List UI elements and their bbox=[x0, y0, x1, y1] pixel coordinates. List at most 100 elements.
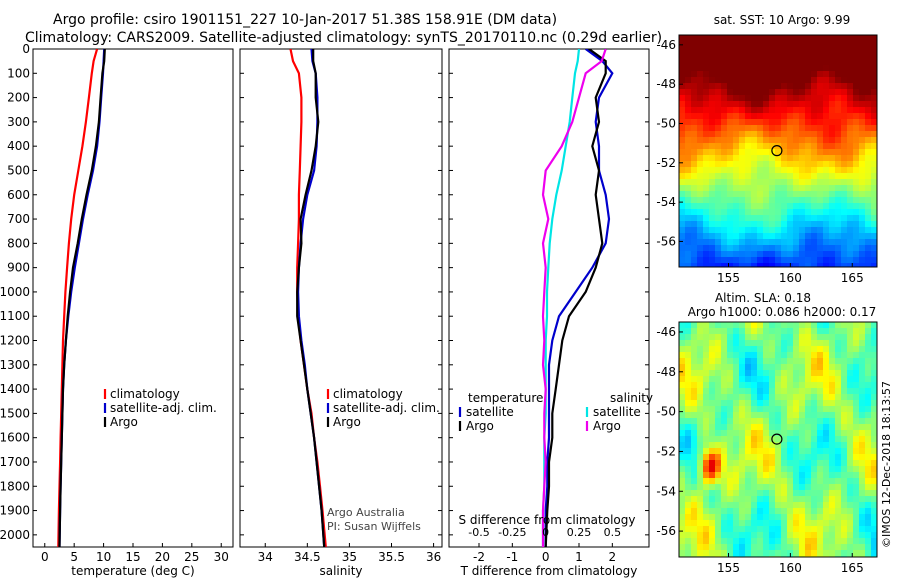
map-cell bbox=[751, 53, 758, 60]
map-cell bbox=[763, 65, 770, 72]
map-cell bbox=[751, 352, 758, 359]
map-cell bbox=[793, 550, 800, 557]
map-cell bbox=[817, 508, 824, 515]
map-cell bbox=[715, 95, 722, 102]
map-cell bbox=[811, 460, 818, 467]
map-cell bbox=[775, 185, 782, 192]
map-cell bbox=[757, 454, 764, 461]
map-cell bbox=[847, 418, 854, 425]
y-tick-label: 800 bbox=[7, 236, 30, 250]
map-cell bbox=[793, 454, 800, 461]
map-cell bbox=[859, 508, 866, 515]
map-cell bbox=[829, 101, 836, 108]
map-cell bbox=[739, 209, 746, 216]
map-cell bbox=[679, 406, 686, 413]
map-cell bbox=[799, 460, 806, 467]
map-cell bbox=[829, 251, 836, 258]
map-cell bbox=[739, 322, 746, 329]
map-cell bbox=[721, 352, 728, 359]
y-tick-label: 1500 bbox=[0, 406, 30, 420]
map-cell bbox=[805, 47, 812, 54]
map-cell bbox=[835, 95, 842, 102]
map-cell bbox=[715, 460, 722, 467]
map-cell bbox=[841, 95, 848, 102]
map-cell bbox=[739, 119, 746, 126]
map-cell bbox=[685, 436, 692, 443]
map-cell bbox=[739, 436, 746, 443]
map-cell bbox=[715, 173, 722, 180]
map-cell bbox=[703, 233, 710, 240]
map-cell bbox=[847, 484, 854, 491]
map-cell bbox=[703, 257, 710, 264]
map-cell bbox=[697, 101, 704, 108]
map-cell bbox=[817, 53, 824, 60]
map-cell bbox=[721, 364, 728, 371]
map-cell bbox=[739, 239, 746, 246]
map-cell bbox=[805, 478, 812, 485]
map-cell bbox=[859, 35, 866, 42]
map-cell bbox=[679, 53, 686, 60]
map-cell bbox=[853, 454, 860, 461]
map-cell bbox=[787, 388, 794, 395]
map-cell bbox=[811, 53, 818, 60]
map-cell bbox=[787, 424, 794, 431]
map-cell bbox=[871, 418, 877, 425]
map-cell bbox=[829, 514, 836, 521]
map-cell bbox=[727, 526, 734, 533]
map-cell bbox=[805, 544, 812, 551]
map-cell bbox=[703, 442, 710, 449]
map-cell bbox=[703, 430, 710, 437]
map-cell bbox=[805, 197, 812, 204]
map-cell bbox=[733, 454, 740, 461]
map-cell bbox=[757, 53, 764, 60]
map-cell bbox=[709, 334, 716, 341]
map-cell bbox=[703, 155, 710, 162]
map-cell bbox=[733, 53, 740, 60]
map-cell bbox=[859, 83, 866, 90]
map-cell bbox=[871, 71, 877, 78]
map-cell bbox=[829, 382, 836, 389]
map-cell bbox=[721, 454, 728, 461]
map-cell bbox=[763, 101, 770, 108]
x-tick-label: 34 bbox=[258, 550, 273, 564]
map-cell bbox=[739, 442, 746, 449]
map-cell bbox=[763, 53, 770, 60]
map-cell bbox=[757, 47, 764, 54]
map-cell bbox=[763, 322, 770, 329]
map-cell bbox=[799, 544, 806, 551]
map-cell bbox=[847, 227, 854, 234]
map-cell bbox=[709, 155, 716, 162]
map-cell bbox=[823, 544, 830, 551]
map-cell bbox=[697, 388, 704, 395]
map-cell bbox=[769, 418, 776, 425]
map-cell bbox=[865, 376, 872, 383]
map-cell bbox=[739, 538, 746, 545]
map-cell bbox=[709, 490, 716, 497]
map-cell bbox=[847, 257, 854, 264]
map-cell bbox=[715, 448, 722, 455]
map-cell bbox=[757, 203, 764, 210]
map-cell bbox=[847, 478, 854, 485]
map-cell bbox=[745, 502, 752, 509]
map-cell bbox=[733, 233, 740, 240]
map-cell bbox=[691, 460, 698, 467]
map-cell bbox=[865, 173, 872, 180]
map-cell bbox=[715, 358, 722, 365]
map-cell bbox=[697, 520, 704, 527]
map-cell bbox=[775, 173, 782, 180]
map-cell bbox=[703, 400, 710, 407]
series-group bbox=[541, 49, 614, 547]
map-cell bbox=[829, 418, 836, 425]
map-cell bbox=[835, 352, 842, 359]
map-cell bbox=[847, 245, 854, 252]
map-cell bbox=[859, 203, 866, 210]
map-cell bbox=[847, 508, 854, 515]
map-cell bbox=[793, 466, 800, 473]
map-cell bbox=[859, 245, 866, 252]
map-cell bbox=[703, 251, 710, 258]
map-cell bbox=[775, 448, 782, 455]
map-cell bbox=[871, 448, 877, 455]
map-cell bbox=[871, 550, 877, 557]
map-cell bbox=[799, 77, 806, 84]
map-cell bbox=[805, 221, 812, 228]
